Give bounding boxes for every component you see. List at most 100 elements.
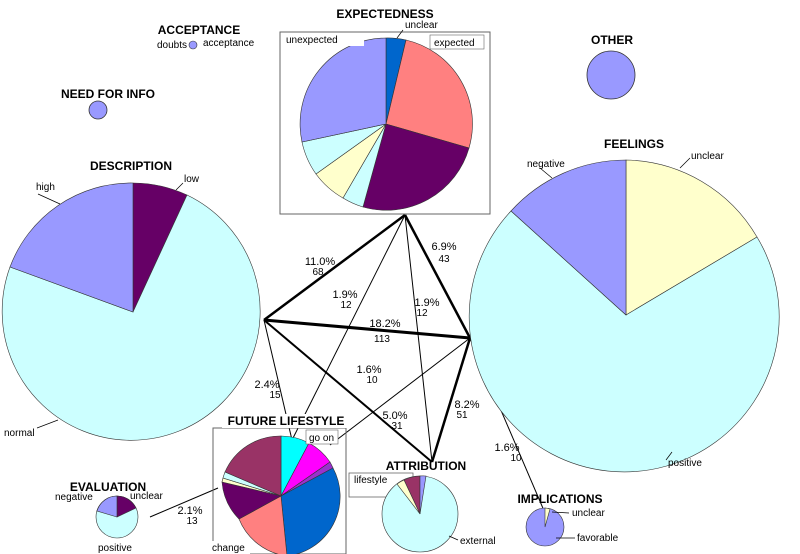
link-label-count: 12 [340,300,352,311]
feelings-title: FEELINGS [604,137,664,151]
expectedness-slice-plum [362,123,470,211]
expectedness-title: EXPECTEDNESS [336,7,433,21]
link-feelings-attribution [430,337,472,463]
acceptance-pie [188,40,198,50]
future-lifestyle-change-box [210,541,250,554]
other-node: OTHER [586,33,636,100]
evaluation-unclear-label: unclear [130,491,163,502]
link-label-count: 10 [510,453,522,464]
feelings-negative-label: negative [527,159,565,170]
implications-unclear-label: unclear [572,508,605,519]
link-label-percent: 1.6% [494,442,519,454]
link-label-percent: 2.4% [254,379,279,391]
attribution-title: ATTRIBUTION [386,459,466,473]
attribution-slice-yellow [396,479,421,515]
description-high-leader [37,193,61,205]
feelings-slice-negative [510,159,627,316]
link-expectedness-attribution [404,214,433,463]
implications-title: IMPLICATIONS [517,492,602,506]
link-feelings-future [329,337,471,446]
expectedness-unexpected-label: unexpected [286,35,338,46]
description-low-label: low [184,174,200,185]
other-pie [586,50,636,100]
attribution-lifestyle-label: lifestyle [354,475,388,486]
link-label-count: 15 [269,390,281,401]
link-description-attribution [263,319,433,463]
future-lifestyle-slice-maroon [224,435,282,497]
attribution-lifestyle-box [351,474,391,486]
need-for-info-title: NEED FOR INFO [61,87,155,101]
link-label-percent: 2.1% [177,505,202,517]
need-for-info-pie [88,100,108,120]
expectedness-unexpected-box [282,33,364,46]
attribution-external-leader [448,535,459,541]
link-description-expectedness [263,213,406,322]
acceptance-acceptance-label: acceptance [203,38,255,49]
link-label-count: 68 [312,267,324,278]
need-for-info-node: NEED FOR INFO [61,87,155,120]
link-description-feelings [263,318,471,340]
description-title: DESCRIPTION [90,159,172,173]
feelings-unclear-label: unclear [691,151,724,162]
link-label-count: 51 [456,410,468,421]
future-lifestyle-slice-salmon [238,495,288,554]
attribution-external-label: external [460,536,496,547]
expectedness-expected-box [429,34,485,50]
link-label-percent: 6.9% [431,241,456,253]
other-title: OTHER [591,33,633,47]
feelings-slice-unclear [625,159,758,316]
link-label-count: 13 [186,516,198,527]
link-label-percent: 1.9% [414,297,439,309]
expectedness-expected-label: expected [434,38,475,49]
implications-node: IMPLICATIONS unclear favorable [517,492,619,547]
acceptance-doubts-label: doubts [157,40,187,51]
description-slice-high [9,182,134,313]
link-label-count: 31 [391,421,403,432]
link-labels: 11.0% 68 6.9% 43 1.9% 12 1.9% 12 18.2% 1… [177,241,522,527]
description-normal-leader [36,419,59,429]
link-label-percent: 5.0% [382,410,407,422]
future-lifestyle-change-label: change [212,543,245,554]
description-slice-normal [1,194,261,441]
implications-unclear-leader [551,511,570,514]
link-label-percent: 1.6% [356,364,381,376]
link-label-percent: 11.0% [305,256,336,268]
future-lifestyle-title: FUTURE LIFESTYLE [228,414,345,428]
link-label-count: 12 [416,308,428,319]
link-label-percent: 18.2% [369,318,400,330]
expectedness-frame [279,31,491,215]
expectedness-node: EXPECTEDNESS unclear unexpected expected [279,7,491,215]
link-label-count: 10 [366,375,378,386]
link-label-percent: 1.9% [332,289,357,301]
expectedness-slice-expected [385,39,473,149]
acceptance-node: ACCEPTANCE doubts acceptance [157,23,255,51]
future-lifestyle-node: FUTURE LIFESTYLE go on change [210,414,350,554]
description-normal-label: normal [4,428,35,439]
feelings-unclear-leader [679,157,691,169]
feelings-negative-leader [539,167,553,179]
feelings-slice-positive [468,210,780,473]
feelings-positive-leader [665,451,673,461]
link-label-count: 113 [374,334,390,345]
expectedness-unclear-label: unclear [405,20,438,31]
description-low-leader [175,182,184,191]
expectedness-slice-unexpected [299,37,387,143]
evaluation-positive-label: positive [98,543,132,554]
evaluation-node: EVALUATION negative unclear positive [55,480,163,554]
description-node: DESCRIPTION high low normal [1,159,261,441]
future-lifestyle-go-on-label: go on [309,433,334,444]
implications-slice-unclear [544,507,551,528]
feelings-node: FEELINGS negative unclear positive [468,137,780,473]
link-expectedness-feelings [403,214,472,339]
implications-favorable-label: favorable [577,533,619,544]
acceptance-title: ACCEPTANCE [158,23,240,37]
attribution-node: ATTRIBUTION lifestyle external [348,459,496,553]
evaluation-slice-negative [96,495,118,518]
future-lifestyle-title-bg [222,414,350,428]
future-lifestyle-go-on-box [305,429,339,445]
link-label-count: 43 [438,254,450,265]
link-evaluation-future [149,487,219,518]
evaluation-title: EVALUATION [70,480,146,494]
expectedness-unclear-leader [396,29,404,39]
